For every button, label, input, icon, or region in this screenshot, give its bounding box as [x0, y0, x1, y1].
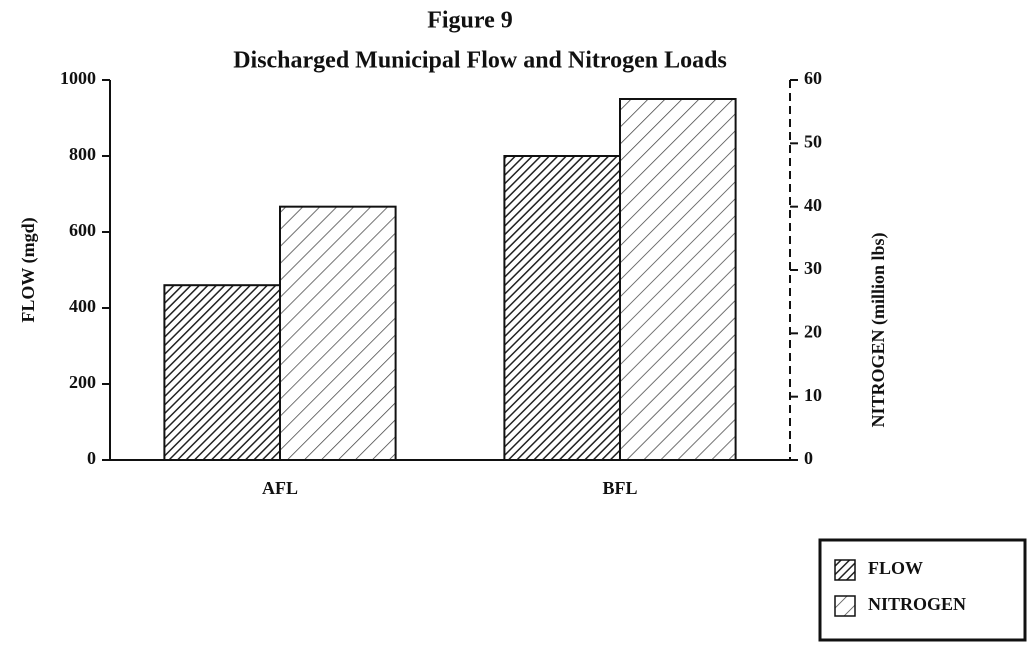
legend-box	[818, 538, 1027, 642]
legend-label: FLOW	[868, 558, 923, 578]
x-tick-label: BFL	[602, 478, 637, 498]
y2-tick-label: 20	[804, 321, 822, 341]
x-tick-label: AFL	[262, 478, 298, 498]
y-tick-label: 0	[87, 448, 96, 468]
y2-axis-label: NITROGEN (million lbs)	[868, 232, 889, 427]
chart-subtitle: Discharged Municipal Flow and Nitrogen L…	[233, 48, 727, 74]
y2-tick-label: 40	[804, 195, 822, 215]
y2-tick-label: 60	[804, 68, 822, 88]
bar	[619, 98, 737, 461]
y2-tick-label: 0	[804, 448, 813, 468]
y-tick-label: 1000	[60, 68, 96, 88]
y2-tick-label: 30	[804, 258, 822, 278]
y-tick-label: 600	[69, 220, 96, 240]
bar	[503, 155, 621, 461]
legend-swatch	[834, 595, 856, 617]
chart-title: Figure 9	[427, 8, 513, 34]
bar	[163, 284, 281, 462]
y-tick-label: 200	[69, 372, 96, 392]
y-axis-label: FLOW (mgd)	[18, 217, 39, 322]
bar	[279, 205, 397, 461]
y-tick-label: 800	[69, 144, 96, 164]
y2-tick-label: 50	[804, 131, 822, 151]
y-tick-label: 400	[69, 296, 96, 316]
legend-swatch	[834, 559, 856, 581]
y2-tick-label: 10	[804, 385, 822, 405]
legend-label: NITROGEN	[868, 594, 966, 614]
